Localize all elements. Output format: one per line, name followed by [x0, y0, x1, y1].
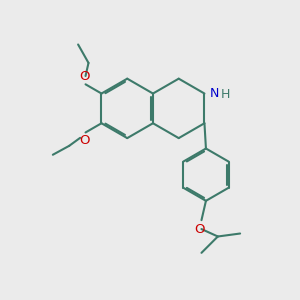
Text: O: O — [79, 134, 90, 147]
Text: O: O — [79, 70, 90, 83]
Text: H: H — [221, 88, 230, 100]
Text: O: O — [194, 223, 204, 236]
Text: N: N — [210, 87, 219, 100]
